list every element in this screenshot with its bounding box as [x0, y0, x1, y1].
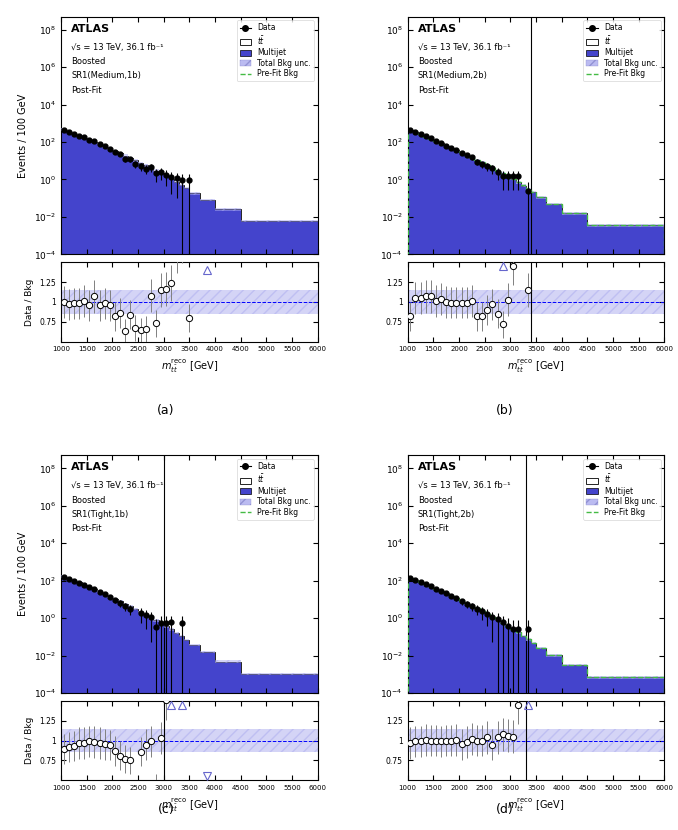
Text: SR1(Tight,1b): SR1(Tight,1b)	[71, 510, 129, 519]
Legend: Data, $t\bar{t}$, Multijet, Total Bkg unc., Pre-Fit Bkg: Data, $t\bar{t}$, Multijet, Total Bkg un…	[583, 459, 660, 520]
Text: (a): (a)	[157, 404, 175, 417]
X-axis label: $m_{t\bar{t}}^{\rm reco}$ [GeV]: $m_{t\bar{t}}^{\rm reco}$ [GeV]	[161, 797, 218, 813]
Legend: Data, $t\bar{t}$, Multijet, Total Bkg unc., Pre-Fit Bkg: Data, $t\bar{t}$, Multijet, Total Bkg un…	[237, 459, 314, 520]
Text: Boosted: Boosted	[418, 496, 452, 505]
Y-axis label: Data / Bkg: Data / Bkg	[24, 717, 34, 764]
Text: SR1(Medium,1b): SR1(Medium,1b)	[71, 71, 141, 81]
Legend: Data, $t\bar{t}$, Multijet, Total Bkg unc., Pre-Fit Bkg: Data, $t\bar{t}$, Multijet, Total Bkg un…	[237, 21, 314, 81]
Text: Post-Fit: Post-Fit	[71, 525, 102, 533]
Text: (d): (d)	[496, 803, 514, 816]
Text: Boosted: Boosted	[418, 57, 452, 66]
Text: ATLAS: ATLAS	[71, 24, 111, 34]
Text: ATLAS: ATLAS	[418, 24, 457, 34]
Text: (b): (b)	[496, 404, 514, 417]
Y-axis label: Data / Bkg: Data / Bkg	[24, 278, 34, 325]
X-axis label: $m_{t\bar{t}}^{\rm reco}$ [GeV]: $m_{t\bar{t}}^{\rm reco}$ [GeV]	[507, 358, 565, 375]
Text: SR1(Medium,2b): SR1(Medium,2b)	[418, 71, 487, 81]
Text: Boosted: Boosted	[71, 496, 106, 505]
Text: (c): (c)	[158, 803, 174, 816]
Text: Post-Fit: Post-Fit	[418, 525, 448, 533]
Text: √s = 13 TeV, 36.1 fb⁻¹: √s = 13 TeV, 36.1 fb⁻¹	[418, 43, 511, 51]
Text: √s = 13 TeV, 36.1 fb⁻¹: √s = 13 TeV, 36.1 fb⁻¹	[418, 481, 511, 491]
X-axis label: $m_{t\bar{t}}^{\rm reco}$ [GeV]: $m_{t\bar{t}}^{\rm reco}$ [GeV]	[507, 797, 565, 813]
Y-axis label: Events / 100 GeV: Events / 100 GeV	[18, 532, 28, 616]
X-axis label: $m_{t\bar{t}}^{\rm reco}$ [GeV]: $m_{t\bar{t}}^{\rm reco}$ [GeV]	[161, 358, 218, 375]
Text: √s = 13 TeV, 36.1 fb⁻¹: √s = 13 TeV, 36.1 fb⁻¹	[71, 43, 164, 51]
Text: ATLAS: ATLAS	[71, 462, 111, 472]
Text: Boosted: Boosted	[71, 57, 106, 66]
Text: Post-Fit: Post-Fit	[418, 85, 448, 95]
Y-axis label: Events / 100 GeV: Events / 100 GeV	[18, 93, 28, 178]
Text: SR1(Tight,2b): SR1(Tight,2b)	[418, 510, 475, 519]
Text: √s = 13 TeV, 36.1 fb⁻¹: √s = 13 TeV, 36.1 fb⁻¹	[71, 481, 164, 491]
Text: ATLAS: ATLAS	[418, 462, 457, 472]
Text: Post-Fit: Post-Fit	[71, 85, 102, 95]
Legend: Data, $t\bar{t}$, Multijet, Total Bkg unc., Pre-Fit Bkg: Data, $t\bar{t}$, Multijet, Total Bkg un…	[583, 21, 660, 81]
